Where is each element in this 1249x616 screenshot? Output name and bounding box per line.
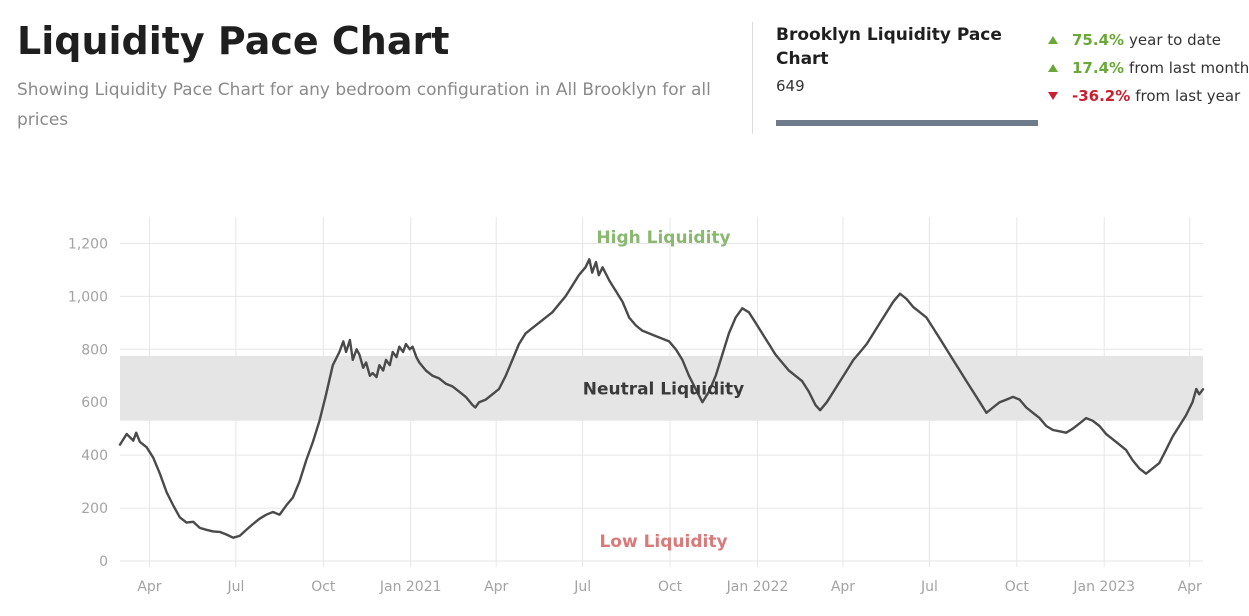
arrow-up-icon — [1048, 36, 1058, 44]
stat-label: year to date — [1129, 31, 1221, 49]
summary-bar — [776, 120, 1038, 126]
x-tick-label: Apr — [484, 579, 508, 595]
arrow-down-icon — [1048, 92, 1058, 100]
y-tick-label: 0 — [99, 554, 108, 570]
x-tick-label: Oct — [1005, 579, 1030, 595]
arrow-up-icon — [1048, 64, 1058, 72]
neutral-liquidity-label: Neutral Liquidity — [583, 379, 745, 399]
y-tick-label: 1,000 — [68, 289, 108, 305]
liquidity-line-chart: 0 200 400 600 800 1,000 1,200 Apr Jul Oct Jan 2021… — [68, 217, 1205, 595]
stat-last-year: -36.2% from last year — [1045, 82, 1249, 110]
x-tick-label: Jul — [573, 579, 591, 595]
x-tick-label: Apr — [1178, 579, 1202, 595]
stat-percent: -36.2% — [1072, 87, 1131, 105]
summary-value: 649 — [776, 77, 805, 95]
y-tick-label: 1,200 — [68, 236, 108, 252]
x-tick-label: Oct — [658, 579, 683, 595]
y-tick-label: 200 — [81, 501, 108, 517]
stat-last-month: 17.4% from last month — [1045, 54, 1249, 82]
stat-label: from last month — [1129, 59, 1249, 77]
stat-label: from last year — [1135, 87, 1241, 105]
stat-percent: 75.4% — [1072, 31, 1125, 49]
stat-year-to-date: 75.4% year to date — [1045, 26, 1249, 54]
page-subtitle: Showing Liquidity Pace Chart for any bed… — [17, 80, 711, 130]
neutral-liquidity-band — [120, 355, 1203, 421]
x-tick-label: Jul — [920, 579, 938, 595]
x-tick-label: Apr — [137, 579, 161, 595]
page-title: Liquidity Pace Chart — [17, 19, 450, 63]
low-liquidity-label: Low Liquidity — [599, 532, 727, 552]
x-tick-label: Jan 2023 — [1072, 579, 1135, 595]
y-tick-label: 400 — [81, 448, 108, 464]
high-liquidity-label: High Liquidity — [596, 228, 730, 248]
stat-percent: 17.4% — [1072, 59, 1125, 77]
x-tick-label: Apr — [831, 579, 855, 595]
summary-stats: 75.4% year to date 17.4% from last month… — [1045, 26, 1249, 110]
x-tick-label: Jan 2022 — [726, 579, 789, 595]
series-line — [118, 258, 1205, 539]
header-divider — [752, 22, 753, 134]
x-tick-label: Jan 2021 — [379, 579, 442, 595]
y-tick-label: 800 — [81, 342, 108, 358]
summary-title: Brooklyn Liquidity Pace Chart — [776, 25, 1002, 69]
axis-labels: 0 200 400 600 800 1,000 1,200 Apr Jul Oct Jan 2021… — [68, 236, 1202, 595]
y-tick-label: 600 — [81, 395, 108, 411]
x-tick-label: Oct — [311, 579, 336, 595]
x-tick-label: Jul — [226, 579, 244, 595]
